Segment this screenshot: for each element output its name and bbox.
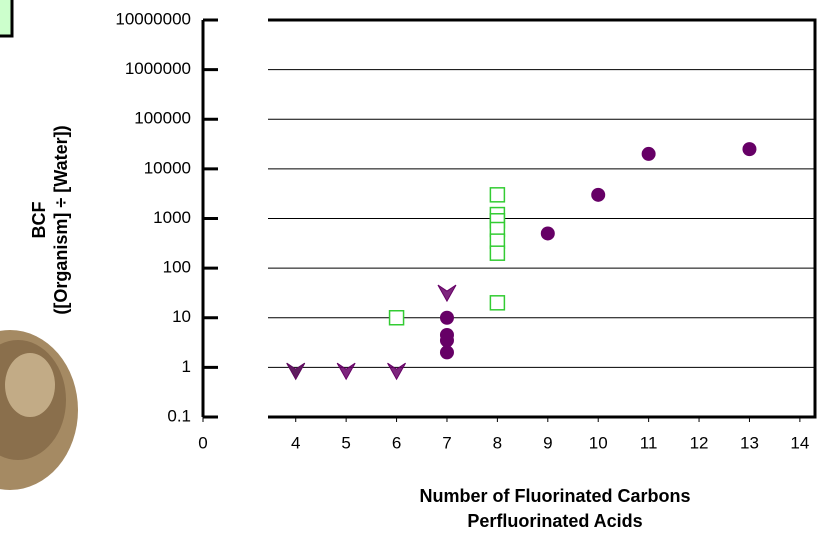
data-point (489, 295, 506, 311)
data-point (437, 284, 457, 303)
x-tick-label: 10 (589, 433, 608, 452)
data-point (489, 245, 506, 261)
data-point (489, 187, 506, 203)
x-tick-label: 6 (392, 433, 401, 452)
data-point (286, 362, 306, 381)
x-tick-label: 0 (198, 433, 207, 452)
x-tick-label: 5 (341, 433, 350, 452)
x-tick-label: 9 (543, 433, 552, 452)
y-tick-label: 1000000 (125, 59, 191, 78)
data-point (439, 333, 454, 348)
data-point (439, 310, 454, 325)
data-point (387, 362, 406, 381)
y-tick-label: 0.1 (167, 406, 191, 425)
y-tick-label: 10000 (144, 158, 191, 177)
x-tick-label: 4 (291, 433, 300, 452)
data-point (388, 310, 405, 326)
x-tick-label: 8 (493, 433, 502, 452)
x-tick-label: 13 (740, 433, 759, 452)
x-tick-label: 12 (690, 433, 709, 452)
data-point (591, 187, 606, 202)
y-axis-title: ([Organism] ÷ [Water]) (51, 125, 71, 314)
y-tick-label: 1 (182, 357, 191, 376)
y-tick-label: 100000 (134, 109, 191, 128)
decoration-box (0, 0, 14, 38)
y-tick-label: 100 (163, 258, 191, 277)
x-tick-label: 14 (790, 433, 809, 452)
data-point (540, 226, 555, 241)
y-axis-title: BCF (29, 202, 49, 239)
y-tick-label: 10000000 (115, 9, 191, 28)
x-tick-label: 7 (442, 433, 451, 452)
data-point (742, 142, 757, 157)
x-tick-label: 11 (640, 433, 658, 452)
y-tick-label: 10 (172, 307, 191, 326)
y-tick-label: 1000 (153, 208, 191, 227)
x-axis-title: Perfluorinated Acids (467, 511, 642, 531)
data-point (336, 362, 356, 381)
data-point (641, 146, 656, 161)
oyster-image (0, 330, 78, 490)
data-point (439, 345, 454, 360)
x-axis-title: Number of Fluorinated Carbons (419, 486, 690, 506)
